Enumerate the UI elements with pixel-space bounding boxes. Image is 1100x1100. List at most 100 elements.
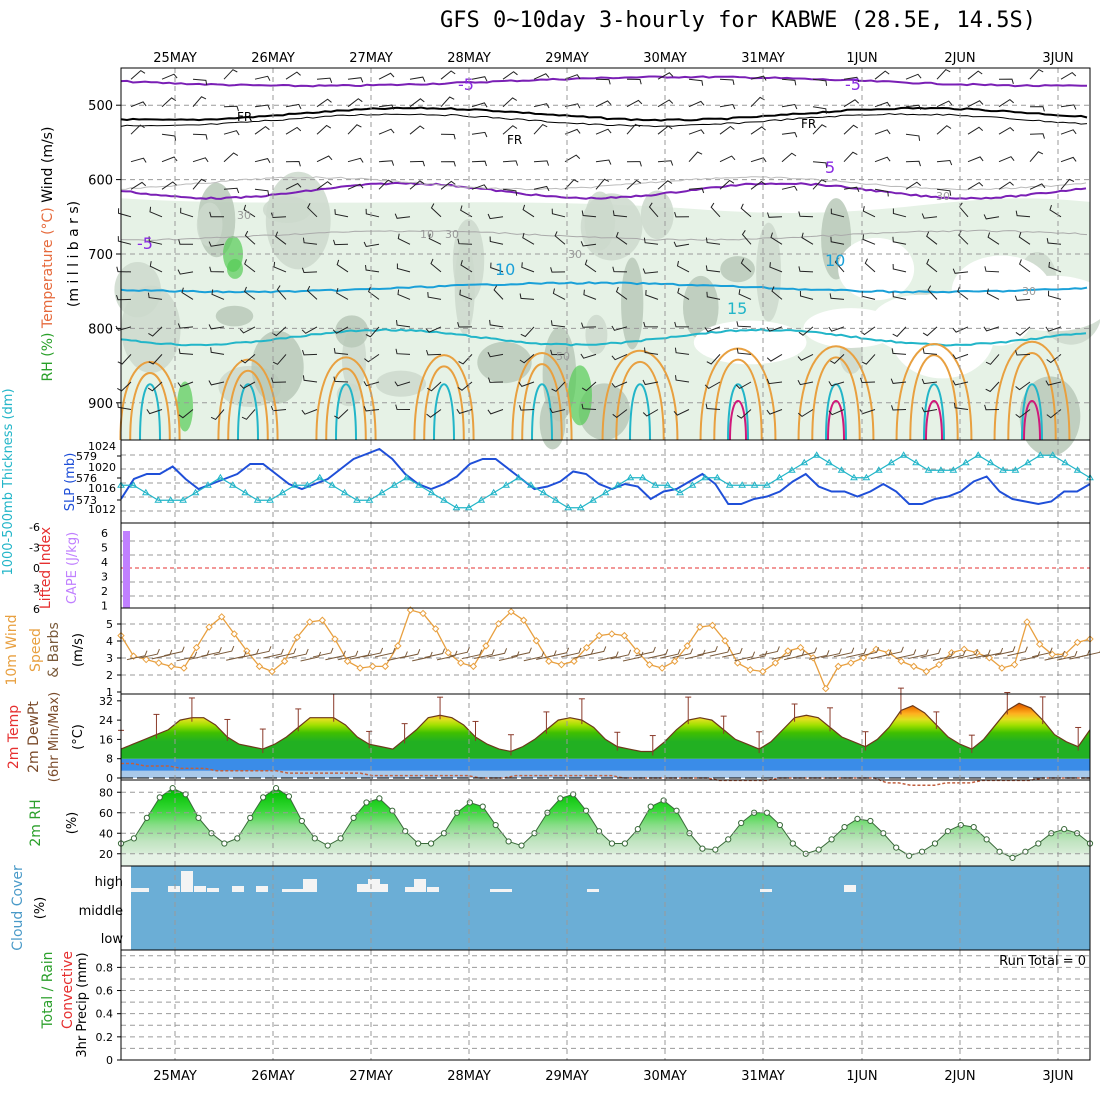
wind10m-barb	[970, 649, 991, 660]
wind-barb	[192, 178, 207, 190]
wind-barb	[161, 181, 177, 190]
wind-barb	[301, 326, 318, 334]
wind-speed-marker	[847, 659, 855, 667]
wind-barb	[378, 72, 395, 80]
wind-speed-marker	[708, 621, 717, 630]
wind-speed-marker	[457, 659, 465, 667]
thickness-marker	[1023, 458, 1032, 466]
wind-barb	[736, 321, 752, 328]
wind-barb	[799, 290, 814, 300]
wind-barb	[1047, 290, 1062, 300]
wind-barb	[967, 70, 983, 80]
rh-marker	[479, 803, 486, 810]
thickness-marker	[1011, 466, 1020, 473]
thickness-marker	[228, 481, 237, 488]
wind-barb	[626, 161, 642, 167]
wind-barb	[1029, 106, 1045, 112]
wind10m-barb	[833, 647, 855, 658]
wind-barb	[750, 180, 766, 190]
wind-speed-marker	[998, 664, 1006, 672]
rh-tick-label: 80	[99, 786, 113, 799]
wind-barb	[471, 160, 487, 167]
thickness-marker	[440, 496, 448, 503]
wind-barb	[1015, 326, 1031, 336]
wind-barb	[1045, 326, 1062, 332]
wind-barb	[275, 231, 287, 245]
rh-marker	[815, 846, 822, 853]
wind10m-barb	[796, 647, 818, 658]
wind-barb	[798, 266, 814, 273]
rh-marker	[518, 842, 525, 849]
wind10m-barb	[263, 648, 284, 659]
wind-barb	[254, 188, 270, 196]
wind-barb	[116, 266, 132, 273]
wind-barb	[148, 326, 163, 337]
wind-speed-marker	[1073, 638, 1082, 647]
cloud-high-bar	[282, 889, 312, 892]
wind-barb	[241, 409, 256, 420]
wind-barb	[440, 180, 456, 190]
wind10m-barb	[412, 651, 433, 662]
contour-temp-25	[601, 349, 679, 441]
wind-barb	[363, 381, 380, 387]
wind-barb	[223, 130, 240, 136]
wind-barb	[365, 326, 380, 338]
wind-speed-marker	[557, 660, 566, 669]
wind-barb	[688, 129, 705, 135]
wind-barb	[645, 289, 659, 300]
wind10m-barb	[883, 646, 904, 657]
wind-barb	[781, 152, 797, 163]
contour-rh-30	[120, 176, 1087, 191]
wind-barb	[334, 209, 349, 218]
cloud-tick-label: middle	[79, 904, 123, 919]
wind-barb	[735, 381, 752, 390]
wind-barb	[440, 161, 456, 167]
wind-barb	[460, 205, 473, 218]
wind-barb	[642, 409, 659, 417]
wind-barb	[766, 353, 783, 362]
wind-barb	[208, 380, 225, 386]
wind-barb	[736, 409, 752, 419]
thickness-marker	[514, 473, 523, 481]
x-tick-label-top: 1JUN	[846, 51, 877, 66]
wind-barb	[615, 286, 628, 300]
wind-barb	[490, 262, 504, 273]
rh-tick-label: 20	[99, 848, 113, 861]
wind-barb	[828, 381, 845, 387]
wind-barb	[551, 381, 566, 392]
wind-barb	[843, 76, 860, 83]
wind10m-barb	[1019, 651, 1041, 661]
wind-barb	[347, 124, 362, 135]
lifted-index-ylabel: Lifted Index	[38, 527, 54, 609]
wind-barb	[276, 285, 287, 300]
wind-barb	[769, 262, 783, 273]
wind-barb	[642, 268, 659, 274]
wind-barb	[181, 287, 194, 300]
x-tick-label-top: 31MAY	[741, 51, 785, 66]
wind10m-barb	[399, 648, 421, 659]
wind10m-barb	[746, 650, 768, 661]
wind-barb	[239, 381, 256, 389]
wind-barb	[192, 157, 209, 163]
contour-temp-20	[923, 383, 945, 441]
wind-barb	[828, 409, 845, 416]
wind-barb	[957, 286, 969, 300]
thickness-marker	[688, 481, 697, 488]
precip-tick-label: 0.4	[96, 1008, 114, 1021]
contour-freezing-level	[120, 106, 1088, 122]
cloud-high-bar	[414, 879, 426, 892]
wind-speed-marker	[696, 623, 704, 631]
wind10m-barb	[374, 647, 396, 658]
wind-barb	[861, 354, 876, 365]
wind-barb	[797, 409, 814, 418]
wind-barb	[580, 353, 597, 359]
wind-speed-marker	[167, 662, 176, 671]
lifted-index-tick-label: -6	[29, 521, 40, 534]
temp-cool-band	[121, 758, 1090, 771]
wind10m-barb	[672, 648, 694, 659]
wind-barb	[502, 97, 518, 108]
rh-marker	[583, 807, 590, 814]
cape-bar	[123, 531, 130, 608]
wind10m-barb	[684, 649, 706, 660]
